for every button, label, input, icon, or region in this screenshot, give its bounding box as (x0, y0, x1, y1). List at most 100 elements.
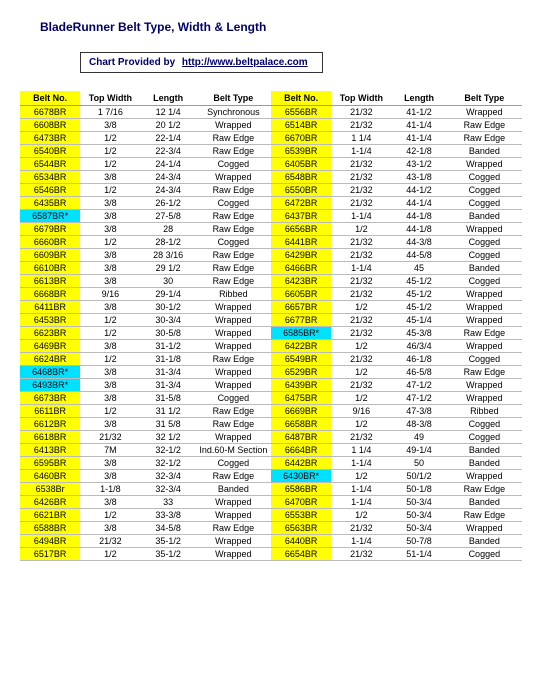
belt-no-cell: 6657BR (271, 301, 331, 314)
belt-no-cell: 6422BR (271, 340, 331, 353)
top-width-cell: 21/32 (80, 535, 140, 548)
length-cell: 50 (391, 457, 446, 470)
table-row: 6609BR3/828 3/16Raw Edge6429BR21/3244-5/… (20, 249, 522, 262)
length-cell: 32-3/4 (140, 470, 195, 483)
belt-type-cell: Raw Edge (447, 509, 522, 522)
table-row: 6612BR3/831 5/8Raw Edge6658BR1/248-3/8Co… (20, 418, 522, 431)
belt-no-cell: 6429BR (271, 249, 331, 262)
header-length-1: Length (140, 91, 195, 106)
length-cell: 35-1/2 (140, 535, 195, 548)
belt-no-cell: 6654BR (271, 548, 331, 561)
chart-provided-box: Chart Provided by http://www.beltpalace.… (80, 52, 323, 73)
top-width-cell: 9/16 (331, 405, 391, 418)
length-cell: 50-3/4 (391, 509, 446, 522)
belt-no-cell: 6423BR (271, 275, 331, 288)
top-width-cell: 1/2 (80, 158, 140, 171)
top-width-cell: 1/2 (80, 405, 140, 418)
header-length-2: Length (391, 91, 446, 106)
top-width-cell: 21/32 (331, 171, 391, 184)
belt-type-cell: Raw Edge (447, 132, 522, 145)
length-cell: 42-1/8 (391, 145, 446, 158)
length-cell: 47-1/2 (391, 379, 446, 392)
belt-no-cell: 6435BR (20, 197, 80, 210)
top-width-cell: 3/8 (80, 119, 140, 132)
top-width-cell: 21/32 (331, 106, 391, 119)
belt-type-cell: Banded (447, 444, 522, 457)
belt-type-cell: Wrapped (196, 366, 271, 379)
top-width-cell: 1 1/4 (331, 444, 391, 457)
belt-no-cell: 6668BR (20, 288, 80, 301)
length-cell: 31-1/2 (140, 340, 195, 353)
top-width-cell: 1/2 (331, 366, 391, 379)
length-cell: 46-1/8 (391, 353, 446, 366)
belt-type-cell: Wrapped (196, 379, 271, 392)
belt-type-cell: Cogged (447, 431, 522, 444)
length-cell: 28 3/16 (140, 249, 195, 262)
top-width-cell: 1 1/4 (331, 132, 391, 145)
belt-no-cell: 6585BR* (271, 327, 331, 340)
top-width-cell: 1/2 (80, 132, 140, 145)
belt-no-cell: 6529BR (271, 366, 331, 379)
length-cell: 31 1/2 (140, 405, 195, 418)
belt-no-cell: 6553BR (271, 509, 331, 522)
belt-no-cell: 6468BR* (20, 366, 80, 379)
belt-type-cell: Wrapped (447, 522, 522, 535)
belt-no-cell: 6549BR (271, 353, 331, 366)
top-width-cell: 3/8 (80, 223, 140, 236)
length-cell: 43-1/2 (391, 158, 446, 171)
provided-url[interactable]: http://www.beltpalace.com (182, 57, 308, 68)
top-width-cell: 21/32 (331, 327, 391, 340)
belt-no-cell: 6514BR (271, 119, 331, 132)
belt-no-cell: 6595BR (20, 457, 80, 470)
length-cell: 22-3/4 (140, 145, 195, 158)
table-row: 6679BR3/828Raw Edge6656BR1/244-1/8Wrappe… (20, 223, 522, 236)
belt-type-cell: Raw Edge (196, 522, 271, 535)
belt-table: Belt No. Top Width Length Belt Type Belt… (20, 91, 522, 561)
belt-no-cell: 6621BR (20, 509, 80, 522)
top-width-cell: 3/8 (80, 275, 140, 288)
top-width-cell: 1/2 (80, 509, 140, 522)
top-width-cell: 3/8 (80, 366, 140, 379)
table-row: 6611BR1/231 1/2Raw Edge6669BR9/1647-3/8R… (20, 405, 522, 418)
length-cell: 51-1/4 (391, 548, 446, 561)
table-row: 6610BR3/829 1/2Raw Edge6466BR1-1/445Band… (20, 262, 522, 275)
belt-type-cell: Wrapped (447, 314, 522, 327)
top-width-cell: 21/32 (331, 197, 391, 210)
length-cell: 30-1/2 (140, 301, 195, 314)
length-cell: 33-3/8 (140, 509, 195, 522)
belt-type-cell: Ind.60-M Section (196, 444, 271, 457)
top-width-cell: 1-1/4 (331, 535, 391, 548)
header-beltno-1: Belt No. (20, 91, 80, 106)
belt-type-cell: Wrapped (447, 158, 522, 171)
top-width-cell: 3/8 (80, 210, 140, 223)
top-width-cell: 21/32 (331, 314, 391, 327)
length-cell: 45-1/4 (391, 314, 446, 327)
belt-no-cell: 6453BR (20, 314, 80, 327)
table-row: 6546BR1/224-3/4Raw Edge6550BR21/3244-1/2… (20, 184, 522, 197)
belt-no-cell: 6494BR (20, 535, 80, 548)
belt-type-cell: Raw Edge (447, 366, 522, 379)
length-cell: 24-3/4 (140, 184, 195, 197)
header-belttype-1: Belt Type (196, 91, 271, 106)
length-cell: 44-1/2 (391, 184, 446, 197)
length-cell: 32-1/2 (140, 457, 195, 470)
top-width-cell: 21/32 (331, 431, 391, 444)
length-cell: 32 1/2 (140, 431, 195, 444)
length-cell: 30 (140, 275, 195, 288)
belt-type-cell: Raw Edge (196, 418, 271, 431)
table-row: 6618BR21/3232 1/2Wrapped6487BR21/3249Cog… (20, 431, 522, 444)
table-row: 6660BR1/228-1/2Cogged6441BR21/3244-3/8Co… (20, 236, 522, 249)
header-topwidth-2: Top Width (331, 91, 391, 106)
table-row: 6468BR*3/831-3/4Wrapped6529BR1/246-5/8Ra… (20, 366, 522, 379)
belt-type-cell: Raw Edge (196, 184, 271, 197)
belt-no-cell: 6411BR (20, 301, 80, 314)
table-row: 6608BR3/820 1/2Wrapped6514BR21/3241-1/4R… (20, 119, 522, 132)
table-row: 6413BR7M32-1/2Ind.60-M Section6664BR1 1/… (20, 444, 522, 457)
length-cell: 45-1/2 (391, 288, 446, 301)
length-cell: 45-3/8 (391, 327, 446, 340)
belt-no-cell: 6612BR (20, 418, 80, 431)
top-width-cell: 3/8 (80, 262, 140, 275)
length-cell: 20 1/2 (140, 119, 195, 132)
top-width-cell: 21/32 (331, 184, 391, 197)
top-width-cell: 21/32 (331, 288, 391, 301)
